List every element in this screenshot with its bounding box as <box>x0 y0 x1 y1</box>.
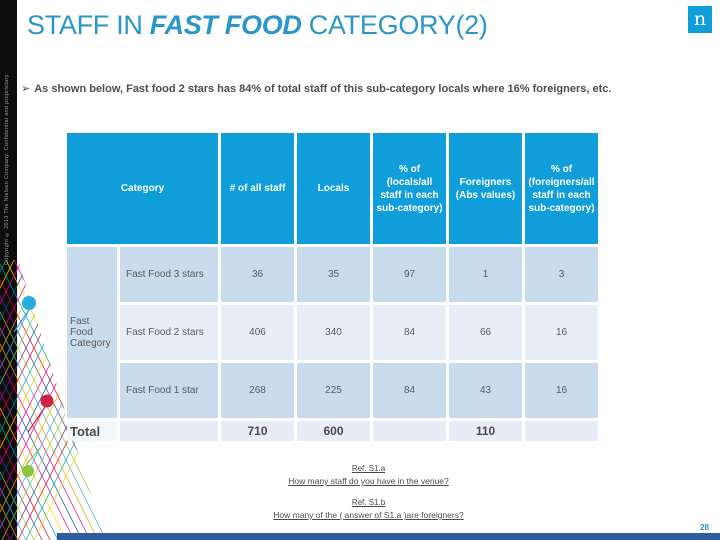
header-cell-pct-foreigners: % of (foreigners/all staff in each sub-c… <box>525 133 598 244</box>
table-cell: 406 <box>221 305 294 360</box>
table-cell: 36 <box>221 247 294 302</box>
total-cell: 110 <box>449 421 522 441</box>
green-dot <box>22 465 34 477</box>
table-cell-row-label: Fast Food 3 stars <box>120 247 218 302</box>
red-dot <box>40 394 54 408</box>
table-cell: 225 <box>297 363 370 418</box>
table-cell: 84 <box>373 363 446 418</box>
ref-s1a-link[interactable]: Ref. S1.a <box>351 464 386 473</box>
table-cell: 66 <box>449 305 522 360</box>
header-cell-all-staff: # of all staff <box>221 133 294 244</box>
title-suffix: CATEGORY(2) <box>301 10 488 40</box>
header-cell-locals: Locals <box>297 133 370 244</box>
left-strip: Copyright © 2013 The Nielsen Company. Co… <box>0 0 17 540</box>
total-cell <box>120 421 218 441</box>
title-prefix: STAFF IN <box>27 10 150 40</box>
table-cell-row-label: Fast Food 1 star <box>120 363 218 418</box>
header-cell-pct-locals: % of (locals/all staff in each sub-categ… <box>373 133 446 244</box>
ref-s1b-question-link[interactable]: How many of the ( answer of S1.a )are fo… <box>273 510 464 520</box>
summary-text: As shown below, Fast food 2 stars has 84… <box>34 83 612 95</box>
ref-s1a-question-link[interactable]: How many staff do you have in the venue? <box>288 476 449 486</box>
dot-connector-line <box>27 406 46 433</box>
nielsen-logo: n <box>688 6 712 33</box>
table-cell: 35 <box>297 247 370 302</box>
title-emphasis: FAST FOOD <box>149 10 302 40</box>
summary-bullet: ➢ As shown below, Fast food 2 stars has 8… <box>21 82 701 95</box>
total-cell <box>525 421 598 441</box>
copyright-text: Copyright © 2013 The Nielsen Company. Co… <box>4 72 10 265</box>
table-cell: 16 <box>525 363 598 418</box>
page-title: STAFF IN FAST FOOD CATEGORY(2) <box>27 10 667 41</box>
table-cell-row-label: Fast Food 2 stars <box>120 305 218 360</box>
dot-connector-line <box>25 447 41 466</box>
table-cell: 268 <box>221 363 294 418</box>
ref-s1b-link[interactable]: Ref. S1.b <box>351 498 386 507</box>
table-cell: 340 <box>297 305 370 360</box>
table-cell: 84 <box>373 305 446 360</box>
bottom-accent-bar <box>57 533 720 540</box>
header-cell-category: Category <box>67 133 218 244</box>
nielsen-logo-letter: n <box>693 8 707 30</box>
page-number: 28 <box>700 523 709 532</box>
staff-table: Category # of all staff Locals % of (loc… <box>67 133 598 441</box>
spacer <box>17 486 720 498</box>
table-cell: 3 <box>525 247 598 302</box>
header-cell-foreigners: Foreigners (Abs values) <box>449 133 522 244</box>
table-cell: 1 <box>449 247 522 302</box>
total-row-label: Total <box>67 421 117 441</box>
bullet-arrow-icon: ➢ <box>21 83 31 95</box>
total-cell: 600 <box>297 421 370 441</box>
table-cell: 43 <box>449 363 522 418</box>
total-cell: 710 <box>221 421 294 441</box>
reference-links: Ref. S1.a How many staff do you have in … <box>17 464 720 520</box>
blue-dot <box>22 296 36 310</box>
table-cell: 16 <box>525 305 598 360</box>
total-cell <box>373 421 446 441</box>
row-group-label: Fast Food Category <box>67 247 117 418</box>
dot-connector-line <box>13 309 30 333</box>
table-cell: 97 <box>373 247 446 302</box>
